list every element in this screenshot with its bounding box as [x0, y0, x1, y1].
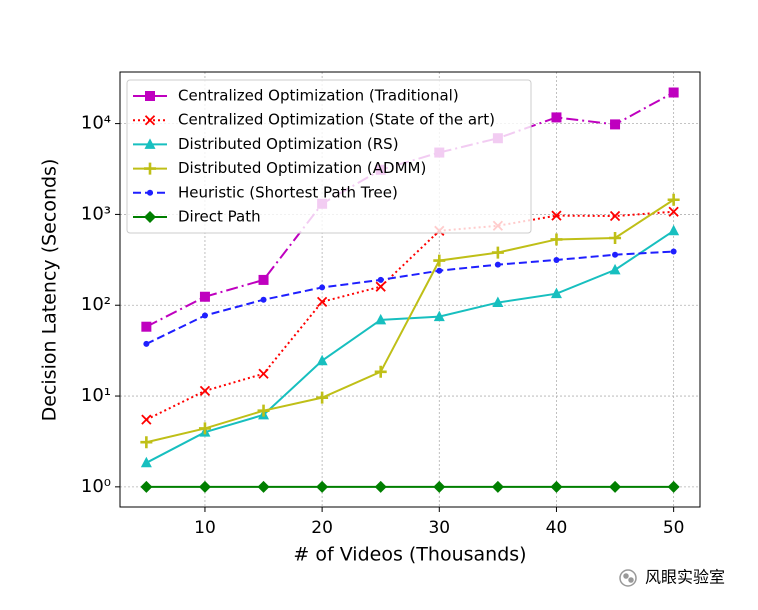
marker [316, 391, 329, 404]
watermark: 风眼实验室 [645, 568, 725, 587]
x-tick-label: 10 [194, 518, 216, 538]
marker [551, 112, 562, 123]
marker [140, 436, 153, 449]
y-tick-label: 10² [81, 294, 111, 315]
marker [316, 296, 328, 307]
marker [316, 480, 329, 493]
series-line [145, 250, 674, 345]
marker [140, 480, 153, 493]
legend-label: Direct Path [178, 208, 261, 226]
legend-marker [144, 138, 156, 149]
y-axis-label: Decision Latency (Seconds) [39, 159, 61, 422]
legend-label: Heuristic (Shortest Path Tree) [178, 183, 398, 201]
legend-marker [145, 91, 155, 101]
legend-marker [144, 211, 156, 223]
marker [143, 340, 150, 347]
y-tick-label: 10⁰ [81, 476, 111, 497]
y-tick-label: 10¹ [81, 385, 111, 406]
marker [609, 210, 621, 222]
marker [436, 267, 443, 274]
marker [551, 210, 562, 221]
marker [491, 480, 504, 493]
marker [668, 87, 679, 98]
marker [667, 480, 680, 493]
marker [375, 281, 386, 292]
marker [492, 296, 504, 308]
legend-box [126, 79, 532, 234]
series-line [145, 91, 675, 328]
x-tick-label: 50 [663, 518, 685, 538]
marker [609, 263, 621, 275]
y-tick-label: 10³ [81, 203, 111, 224]
marker [609, 231, 622, 244]
marker [550, 287, 562, 299]
marker [668, 224, 680, 236]
marker [374, 480, 387, 493]
marker [433, 310, 445, 322]
y-tick-label: 10⁴ [81, 113, 111, 134]
watermark-icon [619, 569, 637, 587]
marker [258, 368, 269, 379]
marker [257, 404, 270, 417]
marker [198, 422, 211, 435]
marker [491, 246, 504, 259]
legend-label: Centralized Optimization (Traditional) [178, 87, 459, 105]
marker [610, 119, 621, 130]
marker [141, 321, 152, 332]
marker [433, 254, 446, 267]
x-axis-label: # of Videos (Thousands) [293, 544, 526, 566]
marker [550, 233, 563, 246]
marker [199, 385, 211, 397]
legend-label: Distributed Optimization (ADMM) [178, 159, 426, 177]
marker [374, 365, 387, 378]
x-tick-label: 20 [311, 518, 333, 538]
marker [199, 291, 210, 302]
legend-marker [144, 115, 156, 126]
x-tick-label: 30 [428, 518, 450, 538]
marker [612, 251, 619, 258]
marker [258, 274, 269, 285]
marker [375, 313, 387, 325]
marker [668, 206, 679, 217]
legend-label: Centralized Optimization (State of the a… [178, 111, 495, 129]
marker [257, 480, 270, 493]
marker [667, 193, 680, 206]
series-line [145, 210, 674, 421]
marker [141, 414, 152, 425]
marker [198, 480, 211, 493]
marker [670, 248, 677, 255]
marker [377, 276, 384, 283]
marker [319, 284, 326, 291]
marker [550, 480, 563, 493]
plot-frame [119, 71, 701, 508]
marker [140, 456, 152, 468]
marker [201, 312, 208, 319]
legend-marker [147, 189, 153, 196]
marker [494, 261, 501, 268]
legend-label: Distributed Optimization (RS) [178, 135, 399, 153]
marker [553, 256, 560, 263]
marker [609, 480, 622, 493]
x-tick-label: 40 [546, 518, 568, 538]
marker [316, 354, 328, 366]
legend-marker [144, 162, 156, 175]
marker [260, 296, 267, 303]
marker [433, 480, 446, 493]
series-line [146, 198, 675, 444]
legend: Centralized Optimization (Traditional) Ce… [126, 79, 532, 234]
